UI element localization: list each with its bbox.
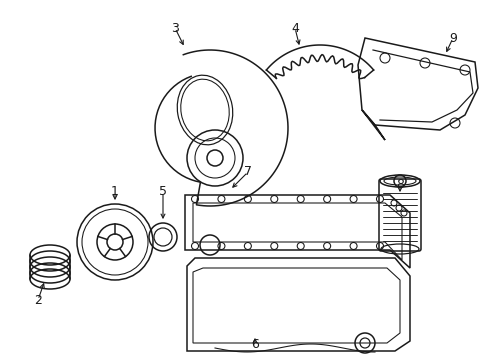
Text: 7: 7	[244, 166, 251, 179]
Text: 2: 2	[34, 293, 42, 306]
Text: 1: 1	[111, 185, 119, 198]
Text: 6: 6	[250, 338, 259, 351]
Text: 4: 4	[290, 22, 298, 35]
Text: 8: 8	[395, 179, 403, 192]
Text: 5: 5	[159, 185, 167, 198]
Text: 3: 3	[171, 22, 179, 35]
Text: 9: 9	[448, 31, 456, 45]
